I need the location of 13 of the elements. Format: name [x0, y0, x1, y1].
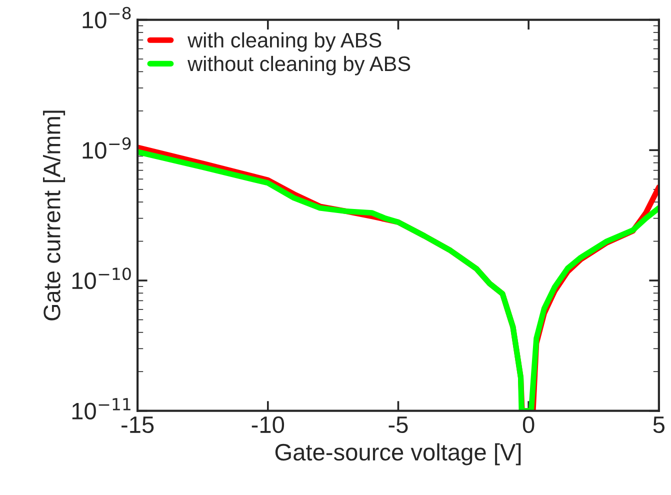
y-tick-label: 10$^{−9}$	[82, 137, 131, 159]
x-axis-title: Gate-source voltage [V]	[275, 443, 521, 466]
legend-label: with cleaning by ABS	[188, 32, 382, 52]
x-tick-label: -15	[122, 416, 154, 434]
y-tick-label: 10$^{−11}$	[72, 398, 130, 420]
x-tick-label: 5	[653, 416, 664, 434]
x-tick-label: -5	[388, 416, 408, 434]
y-tick-label: 10$^{−10}$	[72, 268, 131, 290]
legend-label: without cleaning by ABS	[188, 56, 410, 76]
y-tick-label: 10$^{−8}$	[82, 6, 131, 28]
x-tick-label: 0	[522, 416, 534, 434]
y-axis-title: Gate current [A/mm]	[43, 110, 66, 320]
x-tick-label: -10	[252, 416, 284, 434]
